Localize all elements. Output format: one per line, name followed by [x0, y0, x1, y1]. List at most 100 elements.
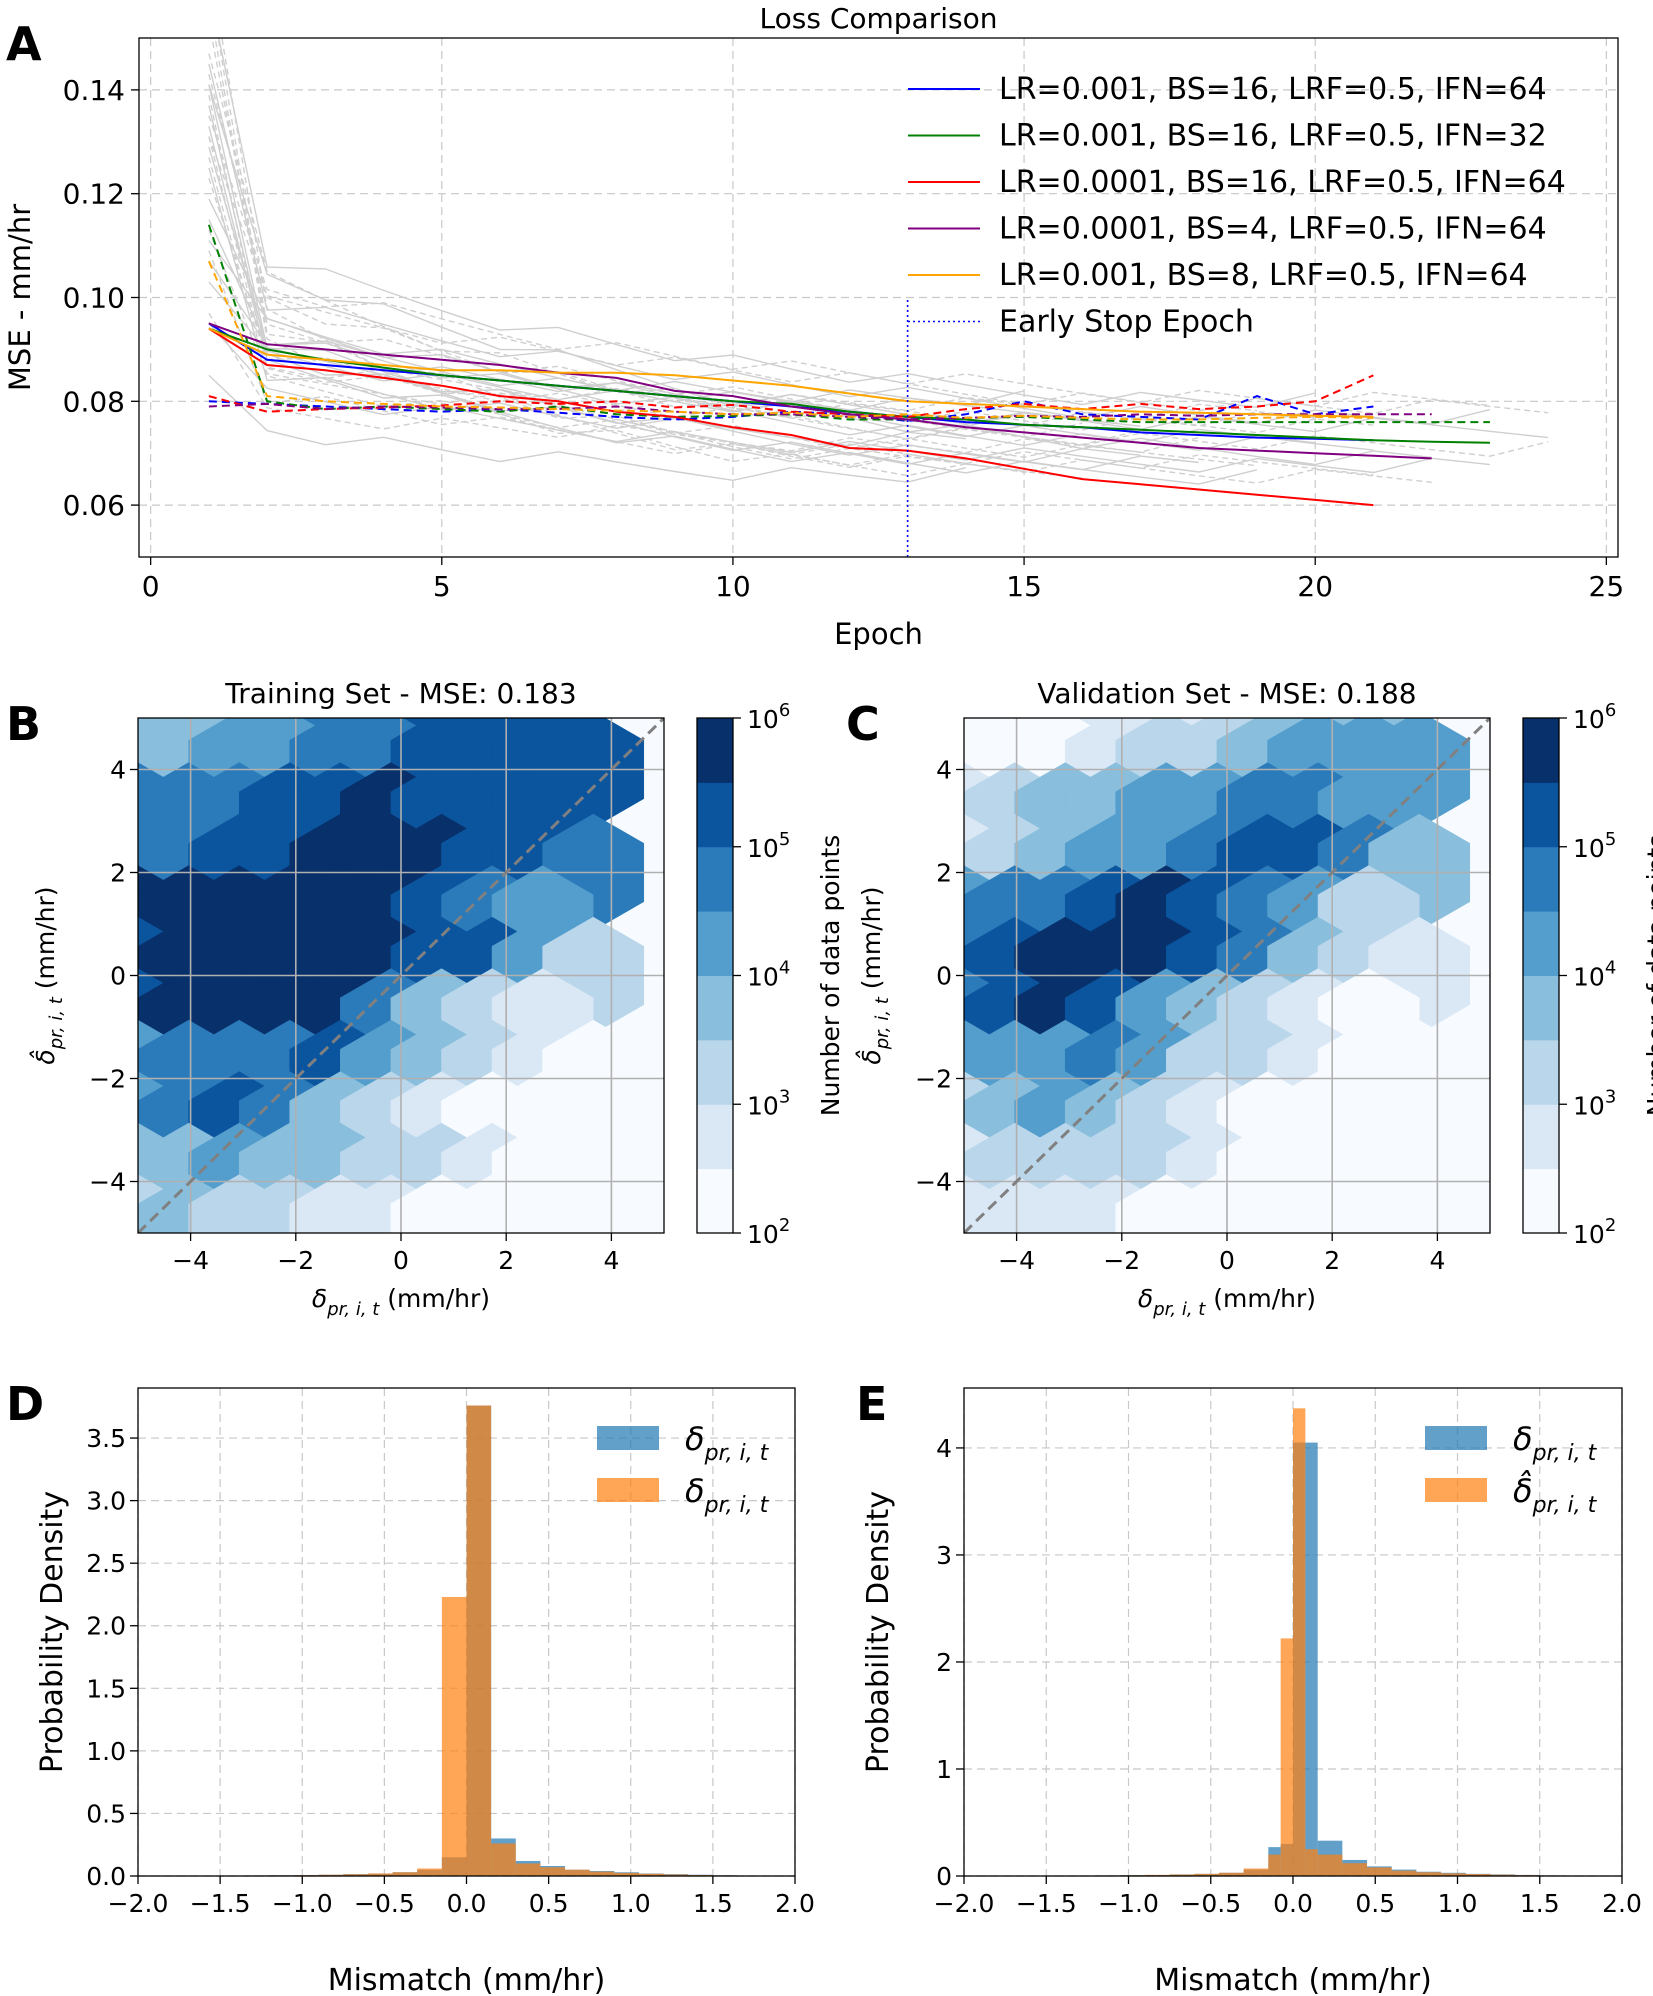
hist-bar-series-2 [1169, 1874, 1195, 1876]
y-tick-label: 0.5 [86, 1799, 126, 1828]
y-tick-label: −4 [915, 1168, 952, 1197]
legend-swatch-2 [1425, 1478, 1487, 1502]
y-tick-label: 4 [936, 756, 952, 785]
y-tick-label: 2 [936, 1648, 952, 1677]
hist-bar-series-2 [1293, 1408, 1306, 1876]
colorbar-tick-label: 102 [1573, 1215, 1616, 1249]
panel-label-c: C [846, 697, 880, 751]
panel-label-e: E [856, 1377, 887, 1431]
hist-bar-series-2 [589, 1871, 615, 1876]
legend-label-3: LR=0.0001, BS=16, LRF=0.5, IFN=64 [999, 165, 1566, 200]
series-val-line-5 [207, 260, 1374, 421]
y-tick-label: 4 [110, 756, 126, 785]
x-tick-label: 0.5 [1355, 1889, 1395, 1918]
y-tick-label: 2.5 [86, 1549, 126, 1578]
panel-a: 0 5 10 15 20 25 0.06 0.08 0.10 0.12 0.14 Loss Compa… [3, 2, 1625, 651]
hist-bar-series-2 [1342, 1863, 1368, 1876]
background-run [208, 157, 1316, 427]
hist-bar-series-2 [1441, 1873, 1466, 1876]
panel-e: −2.0 −1.5 −1.0 −0.5 0.0 0.5 1.0 1.5 2.0 0 1 2 3 4 Mism… [861, 1387, 1642, 1996]
colorbar-tick-label: 103 [747, 1086, 790, 1120]
x-axis-label: Mismatch (mm/hr) [328, 1963, 606, 1996]
x-tick-label: 0.5 [529, 1889, 569, 1918]
series-train-line-4 [208, 322, 1432, 460]
x-tick-label: −2 [1103, 1246, 1140, 1275]
y-tick-label: 4 [936, 1434, 952, 1463]
colorbar-label: Number of data points [1642, 835, 1653, 1116]
plot-area-e [996, 1408, 1590, 1876]
hist-bar-series-2 [392, 1872, 418, 1876]
x-tick-label: 0 [142, 570, 160, 603]
y-tick-label: 0 [110, 962, 126, 991]
hist-bar-series-2 [1416, 1872, 1442, 1876]
colorbar-tick-label: 105 [747, 829, 790, 863]
y-tick-label: 0.10 [63, 282, 125, 315]
y-tick-label: 1.0 [86, 1737, 126, 1766]
panel-label-a: A [6, 17, 42, 71]
background-run [208, 177, 1258, 467]
plot-area-c [964, 718, 1490, 1233]
x-tick-label: −1.5 [190, 1889, 251, 1918]
hist-bar-series-2 [663, 1874, 689, 1876]
y-tick-label: −2 [915, 1065, 952, 1094]
y-tick-label: 0.06 [63, 489, 125, 522]
background-run [221, 38, 966, 465]
y-tick-label: 2 [110, 859, 126, 888]
colorbar-segment [1523, 718, 1559, 783]
plot-area-d [170, 1405, 763, 1876]
x-tick-label: 0.0 [1273, 1889, 1313, 1918]
hist-bar-series-2 [1317, 1854, 1343, 1876]
x-tick-label: 25 [1589, 570, 1625, 603]
series-val-line-3 [208, 374, 1374, 418]
background-run [211, 38, 1374, 434]
hist-bar-series-2 [1465, 1874, 1491, 1876]
chart-title: Training Set - MSE: 0.183 [224, 677, 576, 710]
background-run [208, 229, 1374, 476]
legend: δpr, i, t δpr, i, t [597, 1420, 770, 1518]
series-train-line-5 [208, 327, 1374, 418]
colorbar-label: Number of data points [816, 835, 845, 1116]
colorbar-segment [1523, 911, 1559, 976]
colorbar-tick-label: 104 [1573, 958, 1616, 992]
hist-bar-series-2 [1367, 1867, 1392, 1876]
x-tick-label: 10 [715, 570, 751, 603]
x-tick-label: 2 [498, 1246, 514, 1275]
y-tick-label: 1 [936, 1755, 952, 1784]
panel-c: −4 −4 −2 −2 0 0 2 2 4 4 Validation Set - MSE: 0.18… [855, 677, 1653, 1320]
colorbar-c: 102 103 104 105 106 Number of data points [1522, 700, 1653, 1249]
y-axis-label: Probability Density [35, 1491, 70, 1773]
hist-bar-series-2 [1280, 1638, 1293, 1876]
x-tick-label: −2 [277, 1246, 314, 1275]
x-tick-label: −1.5 [1016, 1889, 1077, 1918]
panel-label-d: D [6, 1377, 44, 1431]
y-tick-label: 0 [936, 1862, 952, 1891]
identity-line [964, 718, 1490, 1233]
colorbar-segment [697, 846, 733, 912]
colorbar-tick-label: 104 [747, 958, 790, 992]
legend-label-1: δpr, i, t [1513, 1420, 1598, 1466]
hist-bar-series-2 [1268, 1854, 1281, 1876]
x-tick-label: 1.0 [1438, 1889, 1478, 1918]
x-axis-label: Epoch [834, 617, 923, 651]
legend-swatch-1 [597, 1426, 659, 1450]
legend-label-5: LR=0.001, BS=8, LRF=0.5, IFN=64 [999, 258, 1528, 293]
hist-bar-series-2 [1194, 1873, 1219, 1876]
background-run [208, 250, 1432, 484]
legend-label-2: LR=0.001, BS=16, LRF=0.5, IFN=32 [999, 119, 1547, 154]
colorbar-segment [697, 1104, 733, 1170]
hist-bar-series-2 [1218, 1872, 1244, 1876]
colorbar-segment [697, 975, 733, 1041]
y-tick-label: 0 [936, 962, 952, 991]
x-tick-label: 1.5 [1520, 1889, 1560, 1918]
x-tick-label: 4 [603, 1246, 619, 1275]
hist-bar-series-2 [1391, 1870, 1417, 1876]
panel-b: −4 −4 −2 −2 0 0 2 2 4 4 Training Set - MSE: 0.183 δ… [29, 677, 845, 1320]
y-axis-label: MSE - mm/hr [3, 204, 37, 391]
colorbar-segment [697, 1039, 733, 1105]
x-axis-label: δpr, i, t (mm/hr) [312, 1284, 490, 1320]
y-tick-label: 0.0 [86, 1862, 126, 1891]
colorbar-segment [697, 718, 733, 783]
colorbar-tick-label: 106 [747, 700, 790, 734]
x-tick-label: −2.0 [108, 1889, 169, 1918]
